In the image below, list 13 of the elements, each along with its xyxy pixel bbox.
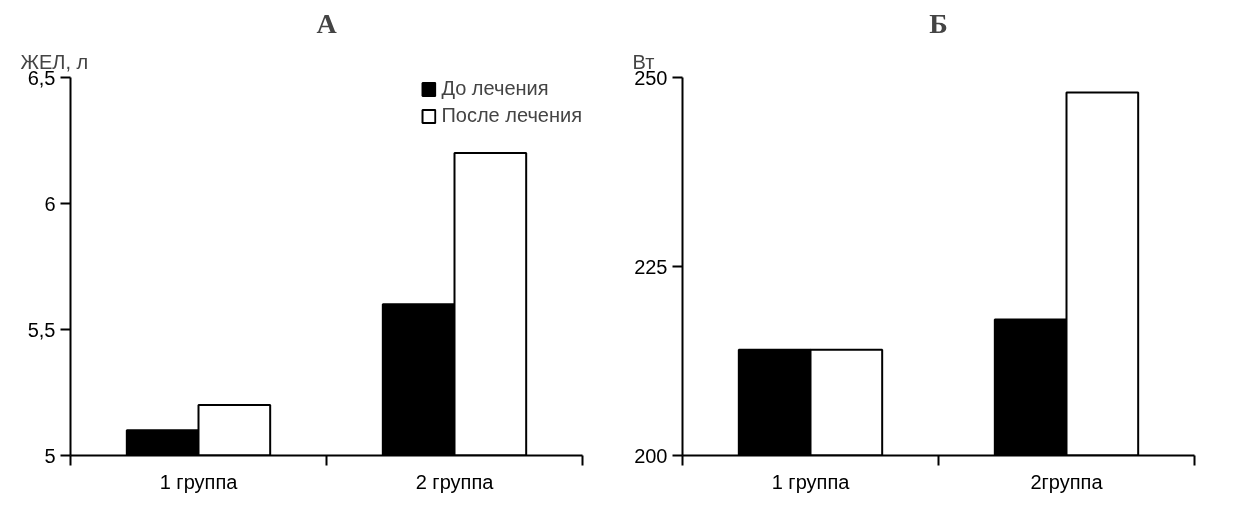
chart-title: Б [929, 7, 948, 39]
y-tick-label: 5,5 [27, 318, 56, 341]
x-tick-label: 2 группа [415, 470, 495, 493]
y-tick-label: 225 [634, 255, 668, 278]
x-tick-label: 1 группа [159, 470, 239, 493]
x-tick-label: 1 группа [771, 470, 851, 493]
legend-label: До лечения [441, 77, 549, 100]
x-tick-label: 2группа [1030, 470, 1104, 493]
legend-label: После лечения [441, 104, 582, 127]
y-tick-label: 6 [44, 192, 56, 215]
chart-title: А [316, 7, 338, 39]
y-tick-label: 5 [44, 444, 56, 467]
y-tick-label: 200 [634, 444, 668, 467]
